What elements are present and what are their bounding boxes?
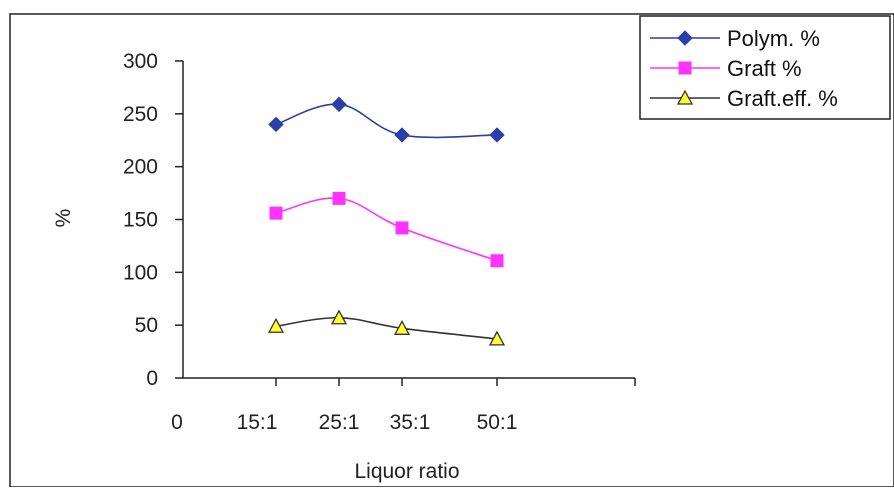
legend-label: Graft % — [727, 56, 802, 81]
x-axis-title: Liquor ratio — [354, 460, 459, 483]
y-tick-label: 0 — [146, 367, 158, 390]
data-point — [488, 330, 506, 346]
legend-entry: Graft.eff. % — [650, 86, 838, 111]
x-tick-label: 50:1 — [477, 411, 518, 434]
series-line — [275, 316, 498, 340]
x-tick-label: 0 — [171, 411, 183, 434]
series-line — [275, 103, 498, 139]
data-point — [331, 96, 347, 113]
data-point — [268, 116, 284, 133]
series-layer — [267, 96, 506, 346]
data-point — [330, 309, 348, 325]
y-tick-label: 50 — [135, 314, 158, 337]
axes: 0 50 100 150 200 250 300 0 15:1 25:1 35:1 50:1 — [123, 50, 636, 434]
legend-entry: Graft % — [650, 56, 802, 81]
legend-marker — [678, 61, 692, 75]
series-2 — [269, 191, 504, 268]
y-tick-label: 100 — [123, 261, 158, 284]
legend: Polym. % Graft % Graft.eff. % — [639, 15, 891, 120]
y-tick-label: 200 — [123, 156, 158, 179]
data-point — [395, 221, 409, 235]
y-tick-label: 300 — [123, 50, 158, 73]
x-tick-label: 25:1 — [319, 411, 360, 434]
y-tick-label: 250 — [123, 103, 158, 126]
x-tick-label: 35:1 — [390, 411, 431, 434]
data-point — [394, 127, 410, 143]
legend-marker — [677, 30, 693, 46]
data-point — [332, 191, 346, 205]
data-point — [267, 317, 285, 333]
y-axis-title: % — [52, 209, 75, 228]
data-point — [269, 206, 283, 220]
series-line — [275, 197, 498, 262]
data-point — [490, 254, 504, 268]
legend-entry: Polym. % — [650, 26, 820, 51]
legend-label: Graft.eff. % — [727, 86, 838, 111]
y-tick-label: 150 — [123, 209, 158, 232]
x-tick-label: 15:1 — [237, 411, 278, 434]
data-point — [393, 319, 411, 335]
series-3 — [267, 309, 506, 346]
series-1 — [268, 96, 505, 143]
legend-label: Polym. % — [727, 26, 820, 51]
legend-marker — [676, 89, 694, 105]
data-point — [489, 127, 505, 143]
